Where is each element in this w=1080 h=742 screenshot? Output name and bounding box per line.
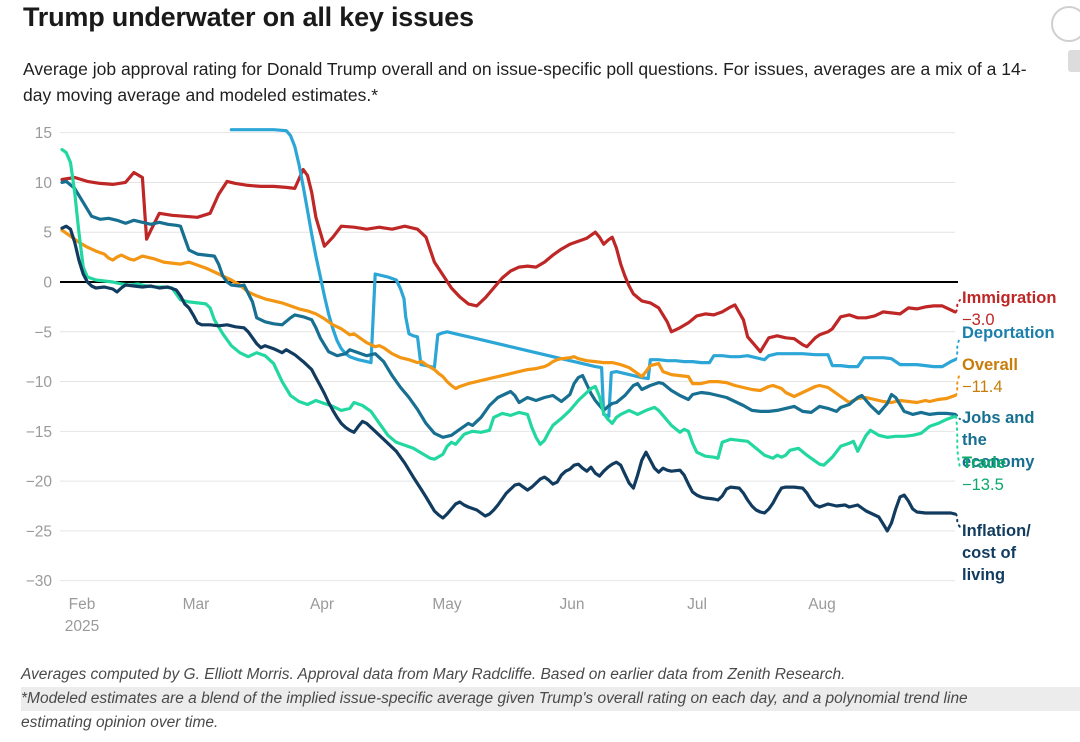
chart-subtitle: Average job approval rating for Donald T… xyxy=(23,59,1027,106)
y-tick-label: 10 xyxy=(35,175,53,192)
y-tick-label: −25 xyxy=(26,523,52,540)
leader-line-deportation xyxy=(955,337,961,361)
y-tick-label: −20 xyxy=(26,474,53,491)
x-tick-label: Feb xyxy=(69,596,96,613)
x-tick-label: Mar xyxy=(183,596,210,613)
leader-line-trade xyxy=(955,415,961,469)
series-line-jobs-and-the-economy xyxy=(60,179,957,439)
y-tick-label: −10 xyxy=(26,374,53,391)
y-tick-label: 15 xyxy=(35,125,52,142)
y-tick-label: 5 xyxy=(43,225,52,242)
y-tick-label: −30 xyxy=(26,573,53,590)
leader-line-jobs-and-the-economy xyxy=(955,413,961,420)
y-tick-label: −15 xyxy=(26,424,52,441)
footnote-line-2: estimating opinion over time. xyxy=(21,714,219,732)
x-tick-label: Jul xyxy=(687,596,707,613)
leader-line-overall xyxy=(955,373,961,397)
x-tick-sublabel: 2025 xyxy=(65,618,99,635)
series-line-deportation xyxy=(229,128,957,418)
leader-line-immigration xyxy=(955,299,961,313)
y-tick-label: 0 xyxy=(43,275,52,292)
y-tick-label: −5 xyxy=(34,324,52,341)
footnote-line: *Modeled estimates are a blend of the im… xyxy=(21,687,1080,712)
series-line-inflation-cost-of-living xyxy=(60,224,957,533)
x-tick-label: May xyxy=(432,596,462,613)
chart-footnotes: Averages computed by G. Elliott Morris. … xyxy=(21,663,1080,735)
series-line-immigration xyxy=(60,167,957,354)
x-tick-label: Aug xyxy=(808,596,836,613)
credit-line: Averages computed by G. Elliott Morris. … xyxy=(21,666,846,683)
scrollbar-thumb[interactable] xyxy=(1068,50,1080,72)
share-button[interactable] xyxy=(1051,6,1080,42)
x-tick-label: Apr xyxy=(310,596,334,613)
series-line-overall xyxy=(60,228,957,405)
leader-line-inflation-cost-of-living xyxy=(955,513,961,528)
series-line-trade xyxy=(60,148,957,467)
page-title: Trump underwater on all key issues xyxy=(23,2,474,32)
x-tick-label: Jun xyxy=(560,596,585,613)
